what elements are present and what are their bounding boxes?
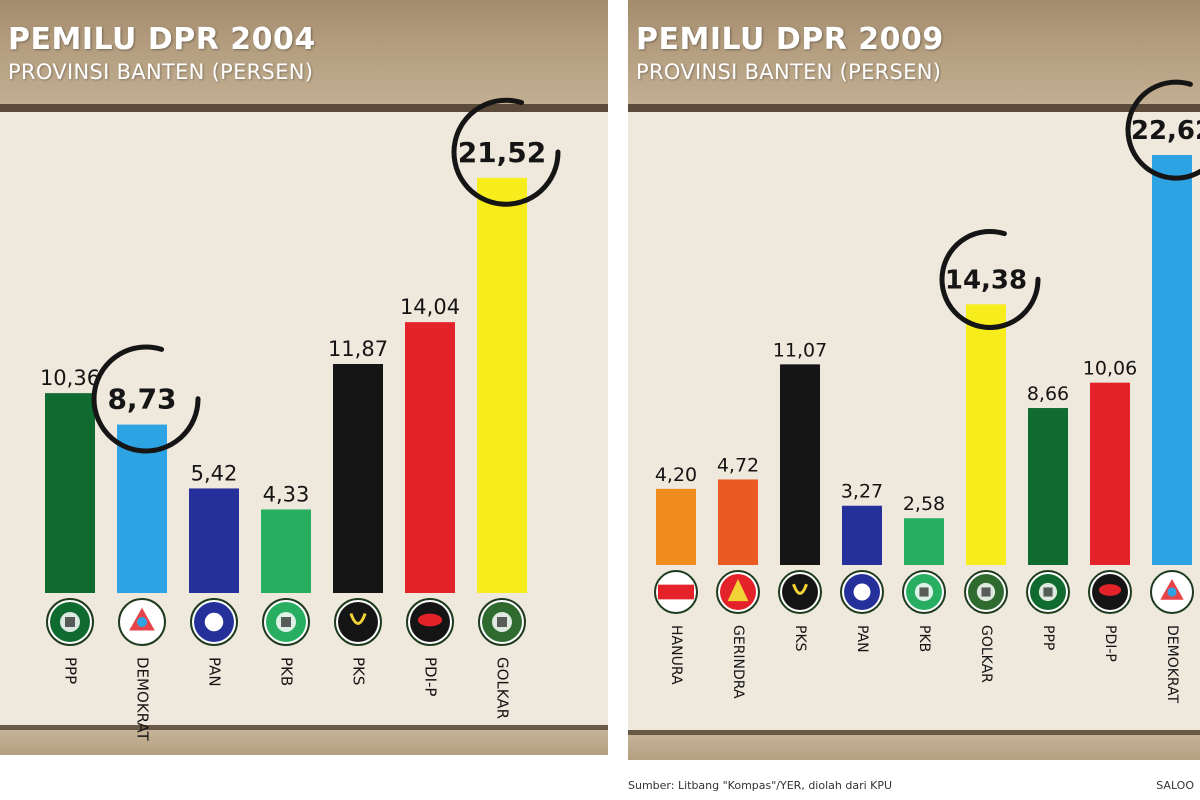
category-label-demokrat: DEMOKRAT bbox=[134, 657, 152, 742]
category-label-pkb: PKB bbox=[278, 657, 296, 686]
pan-logo-icon bbox=[840, 570, 884, 614]
pdi-p-logo-icon bbox=[1088, 570, 1132, 614]
value-label-pdi-p: 10,06 bbox=[1083, 358, 1137, 380]
footer-band bbox=[0, 725, 608, 755]
ppp-logo-icon bbox=[1026, 570, 1070, 614]
value-label-pks: 11,07 bbox=[773, 339, 827, 361]
chart-title-2009: PEMILU DPR 2009 bbox=[636, 22, 944, 57]
bar-chart-2009: 4,20 HANURA 4,72 GERINDRA 11,07 PKS 3,27 PAN 2,5… bbox=[654, 79, 1200, 704]
category-label-hanura: HANURA bbox=[668, 625, 684, 685]
source-note: Sumber: Litbang "Kompas"/YER, diolah dar… bbox=[628, 779, 893, 792]
bar-golkar bbox=[477, 177, 527, 594]
highlight-circle bbox=[939, 229, 1041, 330]
chart-title-2004: PEMILU DPR 2004 bbox=[8, 22, 316, 57]
header-band bbox=[628, 0, 1200, 112]
pkb-logo-icon bbox=[902, 570, 946, 614]
category-label-ppp: PPP bbox=[1040, 625, 1056, 650]
category-label-pan: PAN bbox=[206, 657, 224, 687]
chart-panel-2009: PEMILU DPR 2009 PROVINSI BANTEN (PERSEN)… bbox=[628, 0, 1200, 760]
value-label-golkar: 14,38 bbox=[945, 265, 1027, 295]
category-label-pkb: PKB bbox=[916, 625, 932, 652]
category-label-pks: PKS bbox=[792, 625, 808, 652]
bar-pkb bbox=[261, 509, 311, 593]
value-label-golkar: 21,52 bbox=[458, 136, 547, 169]
value-label-demokrat: 22,62 bbox=[1131, 116, 1200, 146]
value-label-pan: 3,27 bbox=[841, 481, 883, 503]
value-label-gerindra: 4,72 bbox=[717, 454, 759, 476]
pkb-logo-icon bbox=[262, 598, 310, 646]
category-label-demokrat: DEMOKRAT bbox=[1164, 625, 1180, 704]
header-band bbox=[0, 0, 608, 112]
category-label-pks: PKS bbox=[350, 657, 368, 685]
golkar-logo-icon bbox=[478, 598, 526, 646]
bar-pdi-p bbox=[405, 322, 455, 593]
chart-subtitle-2009: PROVINSI BANTEN (PERSEN) bbox=[636, 60, 942, 84]
bar-pdi-p bbox=[1090, 382, 1130, 565]
category-label-pan: PAN bbox=[854, 625, 870, 653]
bar-pan bbox=[189, 488, 239, 593]
category-label-golkar: GOLKAR bbox=[494, 657, 512, 719]
ppp-logo-icon bbox=[46, 598, 94, 646]
bar-ppp bbox=[45, 393, 95, 593]
bar-gerindra bbox=[718, 479, 758, 565]
value-label-ppp: 10,36 bbox=[40, 366, 100, 390]
bar-pks bbox=[333, 364, 383, 593]
value-label-pkb: 2,58 bbox=[903, 493, 945, 515]
highlight-circle bbox=[451, 97, 561, 207]
pdi-p-logo-icon bbox=[406, 598, 454, 646]
highlight-circle bbox=[91, 344, 201, 454]
value-label-hanura: 4,20 bbox=[655, 464, 697, 486]
bar-pan bbox=[842, 505, 882, 565]
pks-logo-icon bbox=[334, 598, 382, 646]
category-label-golkar: GOLKAR bbox=[978, 625, 994, 683]
value-label-pkb: 4,33 bbox=[263, 482, 310, 506]
pks-logo-icon bbox=[778, 570, 822, 614]
bar-pkb bbox=[904, 518, 944, 565]
chart-panel-2004: PEMILU DPR 2004 PROVINSI BANTEN (PERSEN)… bbox=[0, 0, 608, 755]
bar-hanura bbox=[656, 488, 696, 565]
value-label-pdi-p: 14,04 bbox=[400, 295, 460, 319]
demokrat-logo-icon bbox=[118, 598, 166, 646]
bar-pks bbox=[780, 364, 820, 565]
value-label-ppp: 8,66 bbox=[1027, 383, 1069, 405]
value-label-pan: 5,42 bbox=[191, 461, 238, 485]
bar-golkar bbox=[966, 304, 1006, 565]
footer-band bbox=[628, 730, 1200, 760]
gerindra-logo-icon bbox=[716, 570, 760, 614]
hanura-logo-icon bbox=[654, 570, 698, 614]
category-label-ppp: PPP bbox=[62, 657, 80, 684]
category-label-gerindra: GERINDRA bbox=[730, 625, 746, 699]
chart-subtitle-2004: PROVINSI BANTEN (PERSEN) bbox=[8, 60, 314, 84]
pan-logo-icon bbox=[190, 598, 238, 646]
category-label-pdi-p: PDI-P bbox=[422, 657, 440, 696]
bar-ppp bbox=[1028, 408, 1068, 565]
demokrat-logo-icon bbox=[1150, 570, 1194, 614]
category-label-pdi-p: PDI-P bbox=[1102, 625, 1118, 662]
value-label-pks: 11,87 bbox=[328, 337, 388, 361]
highlight-circle bbox=[1125, 79, 1200, 181]
value-label-demokrat: 8,73 bbox=[107, 383, 176, 416]
bar-chart-2004: 10,36 PPP 8,73 DEMOKRAT 5,42 PAN 4,33 PKB 11,87 P… bbox=[40, 97, 561, 742]
credit-note: SALOO bbox=[1156, 779, 1194, 792]
golkar-logo-icon bbox=[964, 570, 1008, 614]
bar-demokrat bbox=[1152, 155, 1192, 565]
